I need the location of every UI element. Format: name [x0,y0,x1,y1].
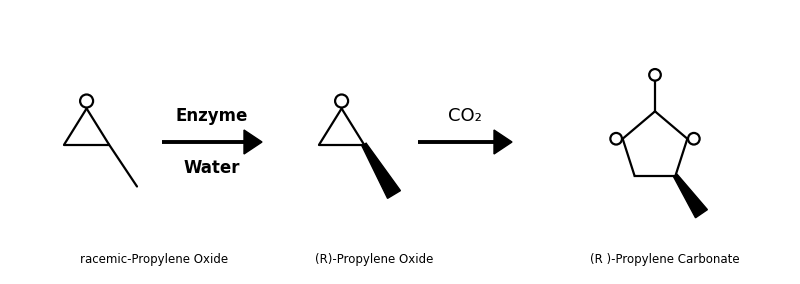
Polygon shape [494,130,512,154]
Text: (R )-Propylene Carbonate: (R )-Propylene Carbonate [590,253,740,266]
Polygon shape [674,174,707,218]
Text: Water: Water [184,159,240,177]
Text: (R)-Propylene Oxide: (R)-Propylene Oxide [315,253,434,266]
Polygon shape [244,130,262,154]
Text: CO₂: CO₂ [448,107,482,125]
Text: Enzyme: Enzyme [176,107,248,125]
Polygon shape [362,143,401,198]
Text: racemic-Propylene Oxide: racemic-Propylene Oxide [80,253,228,266]
